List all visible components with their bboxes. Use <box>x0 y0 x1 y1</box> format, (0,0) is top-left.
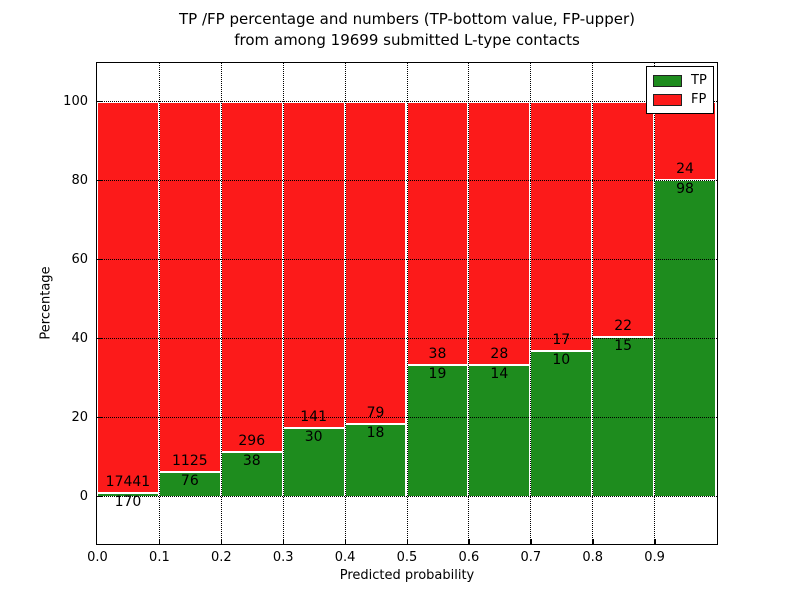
y-tick-mark <box>97 495 102 497</box>
x-tick-label-0.1: 0.1 <box>149 550 170 565</box>
tp-count-label: 15 <box>614 337 633 354</box>
bar-tp-0.6-0.7 <box>468 365 531 497</box>
v-gridline-0.2 <box>220 63 222 544</box>
x-tick-mark <box>654 539 656 544</box>
tp-count-label: 19 <box>428 366 447 383</box>
bar-tp-0.5-0.6 <box>406 365 469 497</box>
x-tick-label-0.2: 0.2 <box>210 550 232 565</box>
x-tick-mark <box>468 539 470 544</box>
fp-count-label: 17441 <box>105 474 151 491</box>
x-tick-label-0.4: 0.4 <box>334 550 356 565</box>
legend-row-fp: FP <box>647 90 713 109</box>
x-tick-mark <box>406 539 408 544</box>
y-tick-mark <box>97 258 102 260</box>
v-gridline-0.7 <box>530 63 532 544</box>
y-tick-mark <box>97 416 102 418</box>
legend: TP FP <box>646 66 714 114</box>
y-tick-mark <box>97 179 102 181</box>
tp-count-label: 170 <box>114 494 142 511</box>
x-tick-label-0.3: 0.3 <box>272 550 294 565</box>
legend-label-fp: FP <box>691 92 707 107</box>
v-gridline-0.4 <box>344 63 346 544</box>
tp-count-label: 38 <box>242 453 261 470</box>
fp-count-label: 38 <box>428 346 447 363</box>
bar-fp-0.9-1.0 <box>654 102 716 180</box>
tp-count-label: 98 <box>676 180 694 197</box>
chart-title-line2: from among 19699 submitted L-type contac… <box>234 31 580 49</box>
fp-count-label: 141 <box>300 408 327 425</box>
y-tick-mark <box>97 100 102 102</box>
x-tick-mark <box>592 539 594 544</box>
x-axis-label: Predicted probability <box>339 568 475 583</box>
bar-tp-0.8-0.9 <box>592 336 655 497</box>
tp-count-label: 14 <box>490 366 509 383</box>
fp-count-label: 17 <box>552 331 571 348</box>
y-tick-label-20: 20 <box>71 409 88 425</box>
x-tick-label-0.5: 0.5 <box>396 550 418 565</box>
v-gridline-0.8 <box>592 63 594 544</box>
legend-row-tp: TP <box>647 71 713 90</box>
y-tick-label-80: 80 <box>71 172 88 188</box>
v-gridline-0.1 <box>158 63 160 544</box>
bar-fp-0.1-0.2 <box>158 102 221 473</box>
fp-count-label: 22 <box>614 317 633 334</box>
x-tick-mark <box>220 539 223 544</box>
x-tick-label-0.7: 0.7 <box>520 550 542 565</box>
fp-count-label: 296 <box>238 433 266 450</box>
plot-area: 17441 170 1125 76 296 38 141 30 79 18 38 19 28 14 17 10… <box>96 62 718 545</box>
x-tick-label-0.6: 0.6 <box>458 550 480 565</box>
x-tick-mark <box>282 539 285 544</box>
chart-title-line1: TP /FP percentage and numbers (TP-bottom… <box>179 10 635 28</box>
tp-count-label: 76 <box>180 473 199 489</box>
fp-count-label: 1125 <box>172 453 208 470</box>
fp-count-label: 24 <box>676 160 694 177</box>
legend-swatch-tp-icon <box>653 74 682 87</box>
y-tick-label-100: 100 <box>63 93 88 109</box>
v-gridline-0.5 <box>406 63 408 544</box>
y-tick-label-60: 60 <box>71 251 88 267</box>
x-tick-mark <box>530 539 532 544</box>
tp-count-label: 18 <box>366 424 385 441</box>
bar-tp-0.7-0.8 <box>530 350 593 497</box>
bar-fp-0.0-0.1 <box>97 102 159 494</box>
v-gridline-0.3 <box>282 63 284 544</box>
bar-fp-0.4-0.5 <box>344 102 407 424</box>
legend-swatch-fp-icon <box>653 93 682 106</box>
y-tick-label-0: 0 <box>79 488 88 504</box>
v-gridline-0.9 <box>654 63 656 544</box>
legend-label-tp: TP <box>691 73 707 88</box>
chart-title: TP /FP percentage and numbers (TP-bottom… <box>96 9 718 51</box>
x-tick-mark <box>158 539 161 544</box>
x-tick-label-0.9: 0.9 <box>644 550 665 565</box>
bar-fp-0.7-0.8 <box>530 102 593 351</box>
x-tick-mark <box>344 539 347 544</box>
bar-fp-0.2-0.3 <box>220 102 283 453</box>
bar-tp-0.2-0.3 <box>220 452 283 497</box>
fp-count-label: 28 <box>490 346 509 363</box>
x-tick-label-0.0: 0.0 <box>87 550 108 565</box>
x-tick-label-0.8: 0.8 <box>582 550 604 565</box>
y-tick-label-40: 40 <box>71 330 88 346</box>
tp-count-label: 30 <box>304 428 323 445</box>
fp-count-label: 79 <box>366 404 385 421</box>
bar-fp-0.8-0.9 <box>592 102 655 337</box>
y-axis-label: Percentage <box>38 266 54 340</box>
y-tick-mark <box>97 337 102 339</box>
bar-fp-0.6-0.7 <box>468 102 531 366</box>
bar-fp-0.5-0.6 <box>406 102 469 366</box>
v-gridline-0.6 <box>468 63 470 544</box>
bar-fp-0.3-0.4 <box>282 102 345 428</box>
tp-count-label: 10 <box>552 351 571 368</box>
bar-tp-0.3-0.4 <box>282 427 345 497</box>
